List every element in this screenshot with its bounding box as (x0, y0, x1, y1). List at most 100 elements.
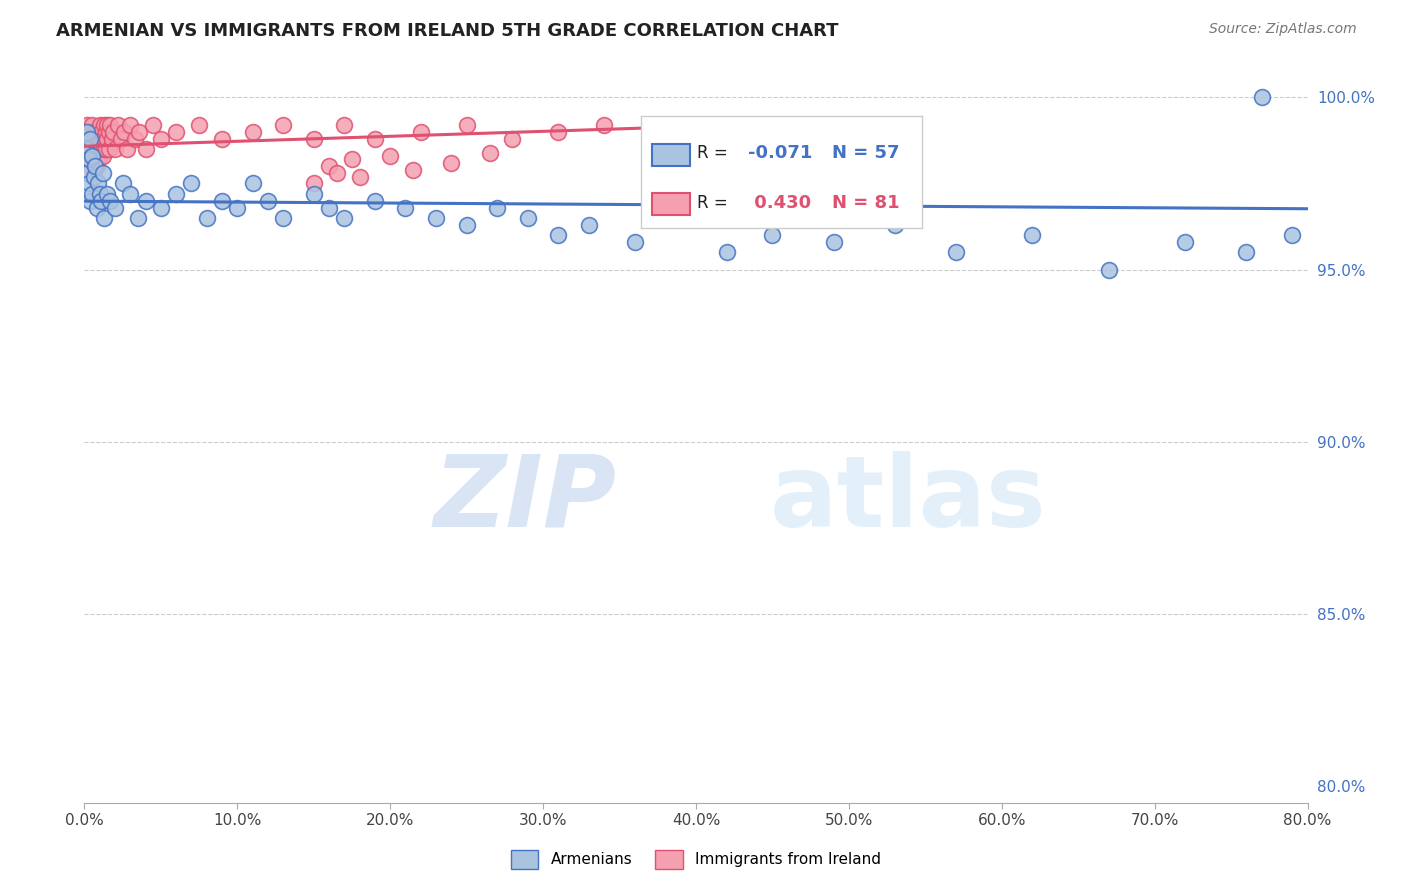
Point (364, 132, 387, 146)
Point (84, 135, 107, 149)
Point (75, 142, 97, 156)
Point (211, 194, 233, 208)
Point (107, 118, 129, 132)
Point (318, 159, 340, 173)
Point (97, 142, 120, 156)
Point (685, 125, 707, 139)
Point (79, 159, 101, 173)
Point (1236, 245, 1258, 260)
Point (86, 201, 108, 215)
Point (83, 159, 105, 173)
Point (380, 149, 402, 163)
Point (83, 125, 105, 139)
Point (127, 211, 149, 225)
Point (776, 132, 799, 146)
Point (87, 177, 110, 191)
Point (1098, 262, 1121, 277)
Point (89, 118, 111, 132)
Point (98, 194, 121, 208)
Point (486, 201, 509, 215)
Point (257, 194, 280, 208)
Point (79, 132, 101, 146)
Point (86, 159, 108, 173)
Point (731, 118, 754, 132)
Point (340, 153, 363, 167)
Legend: Armenians, Immigrants from Ireland: Armenians, Immigrants from Ireland (505, 844, 887, 875)
Point (823, 125, 845, 139)
Text: ARMENIAN VS IMMIGRANTS FROM IRELAND 5TH GRADE CORRELATION CHART: ARMENIAN VS IMMIGRANTS FROM IRELAND 5TH … (56, 22, 839, 40)
Point (77, 153, 100, 167)
Point (302, 132, 325, 146)
Point (242, 125, 264, 139)
Point (76, 166, 98, 180)
Point (91, 166, 114, 180)
Point (1174, 235, 1197, 249)
Point (80, 186, 103, 201)
Point (945, 245, 967, 260)
Point (79, 142, 101, 156)
Point (364, 194, 387, 208)
Point (165, 125, 187, 139)
Point (325, 166, 347, 180)
Point (456, 118, 478, 132)
Point (76, 118, 98, 132)
Point (547, 228, 569, 243)
Point (76, 132, 98, 146)
Text: atlas: atlas (769, 450, 1046, 548)
Point (394, 201, 416, 215)
Point (76, 149, 98, 163)
Point (77, 135, 100, 149)
Text: Source: ZipAtlas.com: Source: ZipAtlas.com (1209, 22, 1357, 37)
Point (302, 186, 325, 201)
Point (80, 132, 103, 146)
Point (195, 211, 218, 225)
Point (93, 211, 115, 225)
Point (149, 201, 172, 215)
Point (124, 132, 146, 146)
Point (79, 194, 101, 208)
Point (135, 194, 157, 208)
Point (593, 118, 616, 132)
Point (84, 153, 107, 167)
Point (75, 125, 97, 139)
Point (91, 132, 114, 146)
Point (86, 125, 108, 139)
Point (101, 132, 124, 146)
Point (180, 177, 202, 191)
Point (456, 218, 478, 232)
Point (120, 118, 142, 132)
Point (87, 132, 110, 146)
Point (716, 245, 738, 260)
Point (761, 228, 783, 243)
Point (93, 142, 115, 156)
Point (89, 149, 111, 163)
Point (271, 118, 294, 132)
Point (80, 149, 103, 163)
Point (1250, 90, 1272, 104)
Point (86, 142, 108, 156)
Point (77, 125, 100, 139)
Point (84, 159, 107, 173)
Point (271, 211, 294, 225)
Point (211, 132, 233, 146)
Point (502, 132, 524, 146)
Point (115, 142, 138, 156)
Point (90, 125, 112, 139)
Point (142, 118, 165, 132)
Point (87, 149, 110, 163)
Point (516, 211, 538, 225)
Point (578, 218, 600, 232)
Point (128, 125, 150, 139)
Point (104, 142, 127, 156)
Text: ZIP: ZIP (433, 450, 616, 548)
Point (425, 211, 447, 225)
Point (409, 125, 432, 139)
Point (669, 211, 692, 225)
Point (478, 145, 501, 160)
Point (110, 132, 132, 146)
Point (103, 125, 125, 139)
Point (90, 194, 112, 208)
Point (97, 125, 120, 139)
Point (94, 142, 117, 156)
Point (104, 201, 127, 215)
